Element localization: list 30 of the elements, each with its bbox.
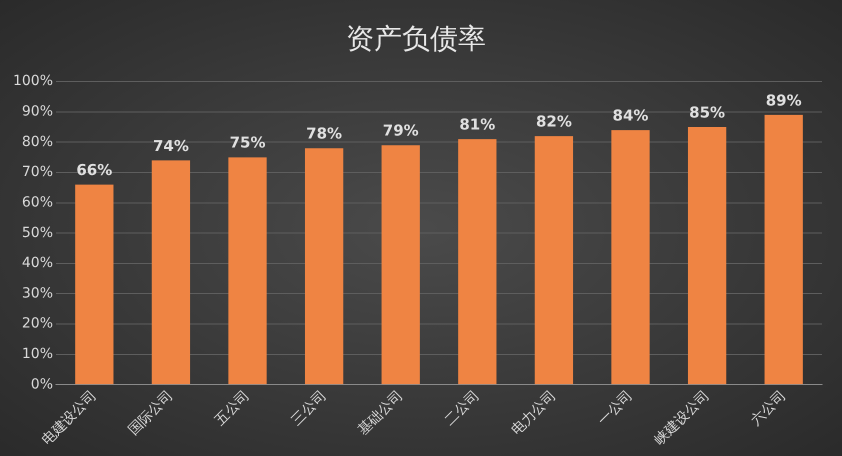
data-label: 85% bbox=[689, 103, 726, 122]
y-tick-label: 20% bbox=[22, 316, 54, 332]
x-tick-label: 峡建设公司 bbox=[652, 388, 713, 448]
data-label: 89% bbox=[766, 91, 802, 110]
y-tick-label: 70% bbox=[22, 164, 54, 180]
y-tick-label: 60% bbox=[22, 194, 54, 210]
data-label: 74% bbox=[152, 136, 189, 155]
y-tick-label: 10% bbox=[22, 346, 54, 362]
y-tick-label: 100% bbox=[12, 73, 54, 90]
data-label: 81% bbox=[459, 116, 496, 134]
x-tick-label: 二公司 bbox=[442, 388, 483, 429]
data-label: 66% bbox=[76, 161, 112, 180]
x-tick-label: 国际公司 bbox=[125, 388, 176, 439]
data-label: 84% bbox=[612, 106, 648, 124]
y-tick-label: 80% bbox=[22, 134, 54, 150]
data-label: 82% bbox=[536, 112, 572, 131]
x-tick-label: 基础公司 bbox=[355, 388, 406, 439]
y-tick-label: 40% bbox=[22, 255, 54, 272]
y-tick-label: 30% bbox=[22, 285, 54, 302]
x-tick-label: 五公司 bbox=[212, 388, 253, 429]
data-label: 79% bbox=[382, 122, 419, 140]
y-tick-label: 50% bbox=[22, 224, 54, 241]
x-tick-label: 电力公司 bbox=[508, 388, 560, 439]
y-tick-label: 90% bbox=[22, 104, 54, 120]
data-label: 75% bbox=[230, 134, 266, 152]
x-tick-label: 一公司 bbox=[594, 388, 636, 429]
x-tick-label: 三公司 bbox=[288, 388, 330, 429]
chart-title: 资产负债率 bbox=[346, 22, 486, 56]
data-label: 78% bbox=[306, 124, 342, 143]
x-tick-label: 六公司 bbox=[748, 388, 790, 429]
